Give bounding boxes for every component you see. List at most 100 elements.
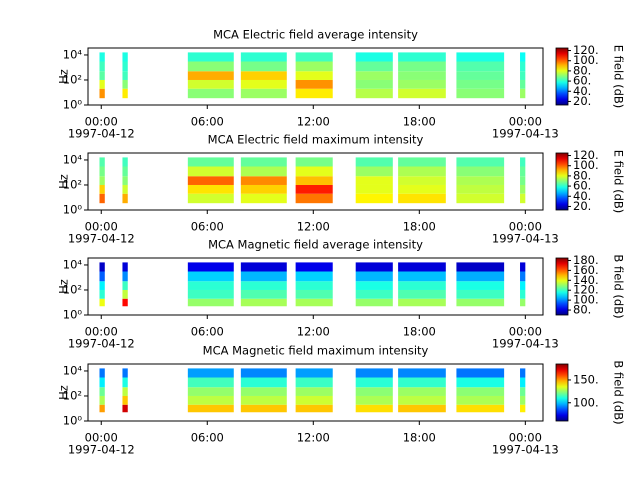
- y-tick-label: 10²: [63, 388, 82, 402]
- spectrogram-cell: [456, 61, 505, 72]
- x-tick-label: 00:00: [509, 220, 542, 234]
- spectrogram-cell: [187, 166, 234, 177]
- colorbar-label: B field (dB): [612, 360, 626, 424]
- spectrogram-cell: [355, 377, 393, 388]
- spectrogram-cell: [122, 52, 128, 62]
- spectrogram-cell: [187, 184, 234, 194]
- y-tick-label: 10²: [63, 177, 82, 191]
- colorbar-tick-label: 120.: [573, 148, 599, 162]
- spectrogram-cell: [295, 368, 333, 378]
- spectrogram-cell: [456, 184, 505, 194]
- spectrogram-cell: [295, 52, 333, 62]
- spectrogram-cell: [355, 88, 393, 99]
- colorbar-tick-label: 40.: [573, 189, 591, 203]
- y-tick-label: 10⁴: [63, 257, 83, 271]
- spectrogram-cell: [240, 176, 287, 185]
- chart-title: MCA Electric field average intensity: [213, 28, 418, 42]
- x-tick-label: 00:00: [509, 431, 542, 445]
- colorbar-tick-label: 120.: [573, 43, 599, 57]
- x-tick-label: 12:00: [297, 325, 330, 339]
- spectrogram-cell: [355, 79, 393, 89]
- x-tick-label: 06:00: [191, 115, 224, 129]
- spectrogram-cell: [355, 71, 393, 80]
- x-date-label: 1997-04-13: [492, 443, 559, 457]
- spectrogram-cell: [187, 289, 234, 299]
- spectrogram-cell: [99, 71, 105, 80]
- spectrogram-cell: [295, 262, 333, 272]
- x-tick-label: 18:00: [403, 325, 436, 339]
- spectrogram-cell: [295, 176, 333, 185]
- y-tick-label: 10²: [63, 282, 82, 296]
- spectrogram-cell: [240, 157, 287, 167]
- spectrogram-cell: [520, 377, 526, 388]
- colorbar-tick-label: 20.: [573, 94, 591, 108]
- spectrogram-cell: [240, 193, 287, 204]
- spectrogram-cell: [398, 368, 446, 378]
- spectrogram-cell: [99, 193, 105, 204]
- spectrogram-cell: [99, 387, 105, 396]
- spectrogram-cell: [240, 404, 287, 413]
- x-tick-label: 12:00: [297, 431, 330, 445]
- spectrogram-cell: [398, 79, 446, 89]
- spectrogram-cell: [355, 395, 393, 405]
- x-tick-label: 18:00: [403, 220, 436, 234]
- spectrogram-cell: [398, 262, 446, 272]
- x-tick-label: 00:00: [85, 115, 118, 129]
- spectrogram-cell: [99, 166, 105, 177]
- spectrogram-cell: [456, 387, 505, 396]
- spectrogram-cell: [520, 281, 526, 290]
- colorbar-tick-label: 100.: [573, 293, 599, 307]
- y-tick-label: 10⁴: [63, 363, 83, 377]
- spectrogram-cell: [398, 298, 446, 307]
- spectrogram-cell: [122, 404, 128, 413]
- spectrogram-cell: [355, 61, 393, 72]
- spectrogram-cell: [295, 404, 333, 413]
- spectrogram-cell: [520, 176, 526, 185]
- x-date-label: 1997-04-12: [68, 337, 135, 351]
- spectrogram-cell: [99, 88, 105, 99]
- y-axis-label: Hz: [57, 174, 71, 189]
- spectrogram-cell: [456, 271, 505, 282]
- spectrogram-cell: [187, 262, 234, 272]
- spectrogram-cell: [99, 368, 105, 378]
- spectrogram-cell: [398, 387, 446, 396]
- spectrogram-cell: [122, 281, 128, 290]
- spectrogram-cell: [187, 193, 234, 204]
- colorbar-label: E field (dB): [612, 150, 626, 214]
- y-tick-label: 10⁰: [63, 308, 83, 322]
- spectrogram-cell: [355, 193, 393, 204]
- spectrogram-cell: [99, 61, 105, 72]
- colorbar: [555, 257, 569, 316]
- spectrogram-cell: [398, 271, 446, 282]
- spectrogram-cell: [295, 387, 333, 396]
- spectrogram-cell: [122, 79, 128, 89]
- x-date-label: 1997-04-13: [492, 127, 559, 141]
- colorbar-label: E field (dB): [612, 45, 626, 109]
- spectrogram-cell: [122, 71, 128, 80]
- spectrogram-cell: [122, 61, 128, 72]
- spectrogram-cell: [295, 298, 333, 307]
- spectrogram-cell: [240, 184, 287, 194]
- spectrogram-cell: [456, 289, 505, 299]
- spectrogram-cell: [187, 176, 234, 185]
- spectrogram-cell: [456, 79, 505, 89]
- spectrogram-cell: [122, 166, 128, 177]
- x-tick-label: 00:00: [85, 220, 118, 234]
- spectrogram-cell: [355, 262, 393, 272]
- spectrogram-cell: [520, 387, 526, 396]
- spectrogram-cell: [295, 157, 333, 167]
- x-tick-label: 06:00: [191, 431, 224, 445]
- spectrogram-cell: [187, 157, 234, 167]
- colorbar-tick-label: 20.: [573, 199, 591, 213]
- spectrogram-cell: [99, 377, 105, 388]
- spectrogram-cell: [520, 298, 526, 307]
- plot-frame: [87, 152, 544, 211]
- colorbar-tick-label: 80.: [573, 303, 591, 317]
- y-axis-label: Hz: [57, 385, 71, 400]
- spectrogram-cell: [240, 52, 287, 62]
- spectrogram-cell: [240, 61, 287, 72]
- spectrogram-cell: [398, 52, 446, 62]
- spectrogram-cell: [355, 368, 393, 378]
